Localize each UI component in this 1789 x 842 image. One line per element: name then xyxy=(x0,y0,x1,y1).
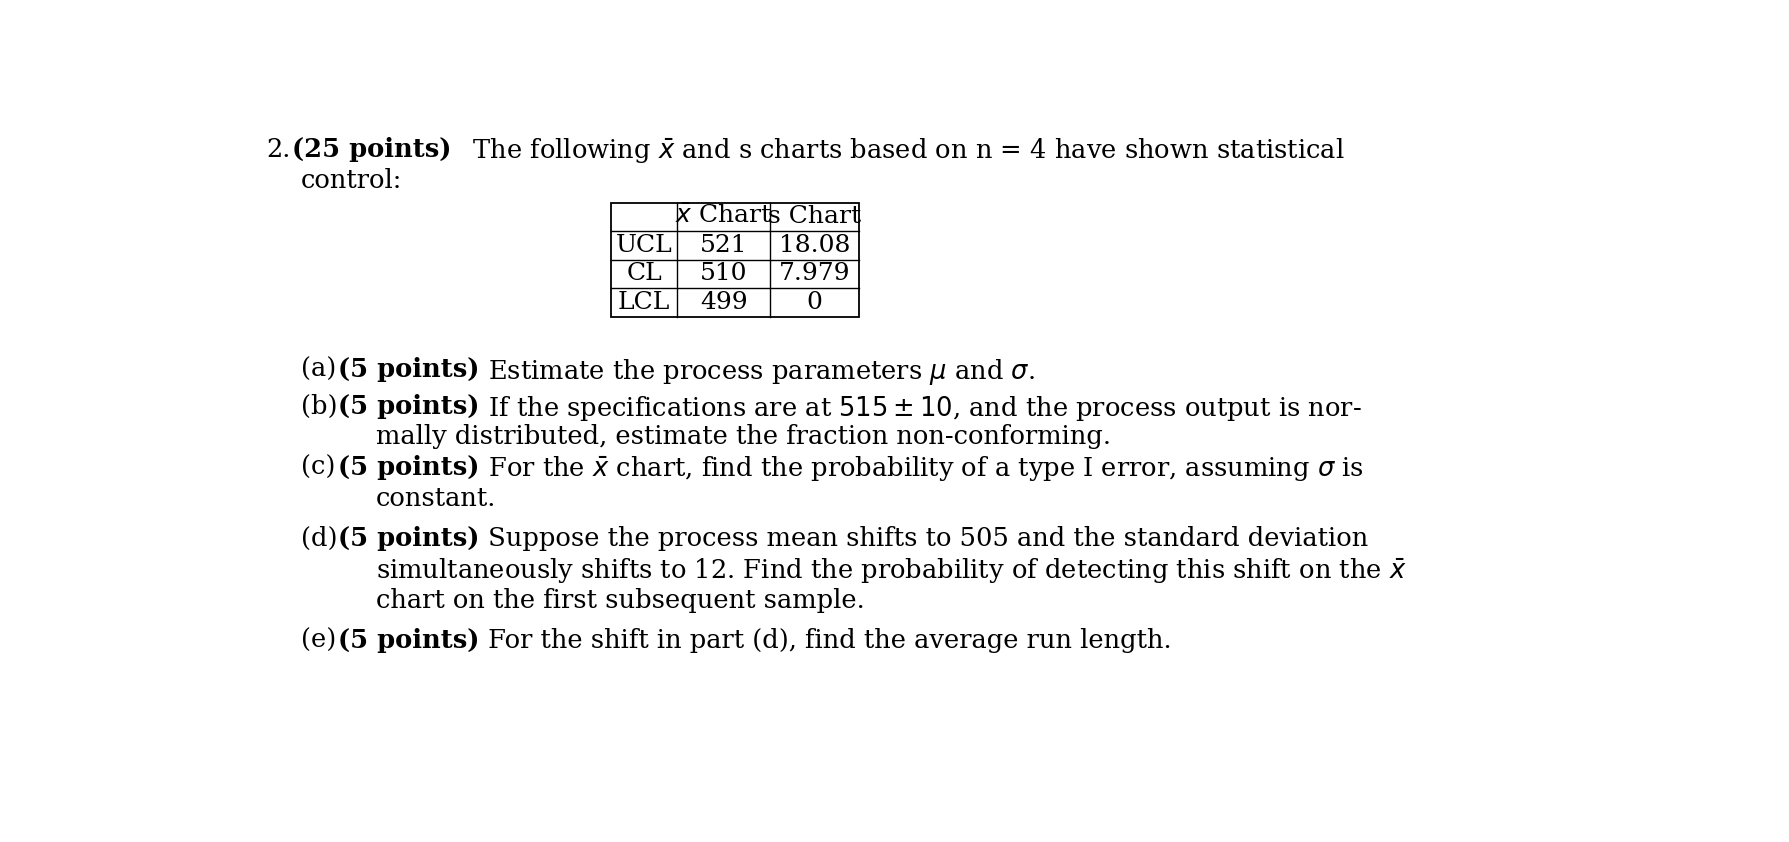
Text: 510: 510 xyxy=(699,263,748,285)
Text: For the shift in part (d), find the average run length.: For the shift in part (d), find the aver… xyxy=(479,628,1172,653)
Text: 0: 0 xyxy=(807,290,823,314)
Text: 499: 499 xyxy=(699,290,748,314)
Text: (5 points): (5 points) xyxy=(338,456,479,480)
Text: (5 points): (5 points) xyxy=(338,357,479,381)
Text: (a): (a) xyxy=(301,357,336,381)
Text: chart on the first subsequent sample.: chart on the first subsequent sample. xyxy=(376,588,864,613)
Text: constant.: constant. xyxy=(376,486,496,511)
Bar xyxy=(610,203,859,317)
Text: 7.979: 7.979 xyxy=(778,263,850,285)
Text: 2.: 2. xyxy=(267,137,290,163)
Text: $\bar{x}$ Chart: $\bar{x}$ Chart xyxy=(674,205,771,228)
Text: Suppose the process mean shifts to 505 and the standard deviation: Suppose the process mean shifts to 505 a… xyxy=(479,526,1367,551)
Text: (e): (e) xyxy=(301,628,336,653)
Text: 521: 521 xyxy=(699,234,748,257)
Text: simultaneously shifts to 12. Find the probability of detecting this shift on the: simultaneously shifts to 12. Find the pr… xyxy=(376,557,1406,586)
Text: mally distributed, estimate the fraction non-conforming.: mally distributed, estimate the fraction… xyxy=(376,424,1109,450)
Text: control:: control: xyxy=(301,168,403,193)
Text: If the specifications are at $515 \pm 10$, and the process output is nor-: If the specifications are at $515 \pm 10… xyxy=(479,394,1361,423)
Text: (5 points): (5 points) xyxy=(338,526,479,551)
Text: CL: CL xyxy=(626,263,662,285)
Text: (b): (b) xyxy=(301,394,338,418)
Text: (d): (d) xyxy=(301,526,338,551)
Text: For the $\bar{x}$ chart, find the probability of a type I error, assuming $\sigm: For the $\bar{x}$ chart, find the probab… xyxy=(479,456,1363,484)
Text: UCL: UCL xyxy=(615,234,673,257)
Text: s Chart: s Chart xyxy=(767,205,861,228)
Text: (25 points): (25 points) xyxy=(292,137,451,163)
Text: (5 points): (5 points) xyxy=(338,628,479,653)
Text: The following $\bar{x}$ and s charts based on n = 4 have shown statistical: The following $\bar{x}$ and s charts bas… xyxy=(456,137,1344,167)
Text: 18.08: 18.08 xyxy=(778,234,850,257)
Text: LCL: LCL xyxy=(617,290,671,314)
Text: Estimate the process parameters $\mu$ and $\sigma$.: Estimate the process parameters $\mu$ an… xyxy=(479,357,1034,386)
Text: (5 points): (5 points) xyxy=(338,394,479,418)
Text: (c): (c) xyxy=(301,456,336,480)
